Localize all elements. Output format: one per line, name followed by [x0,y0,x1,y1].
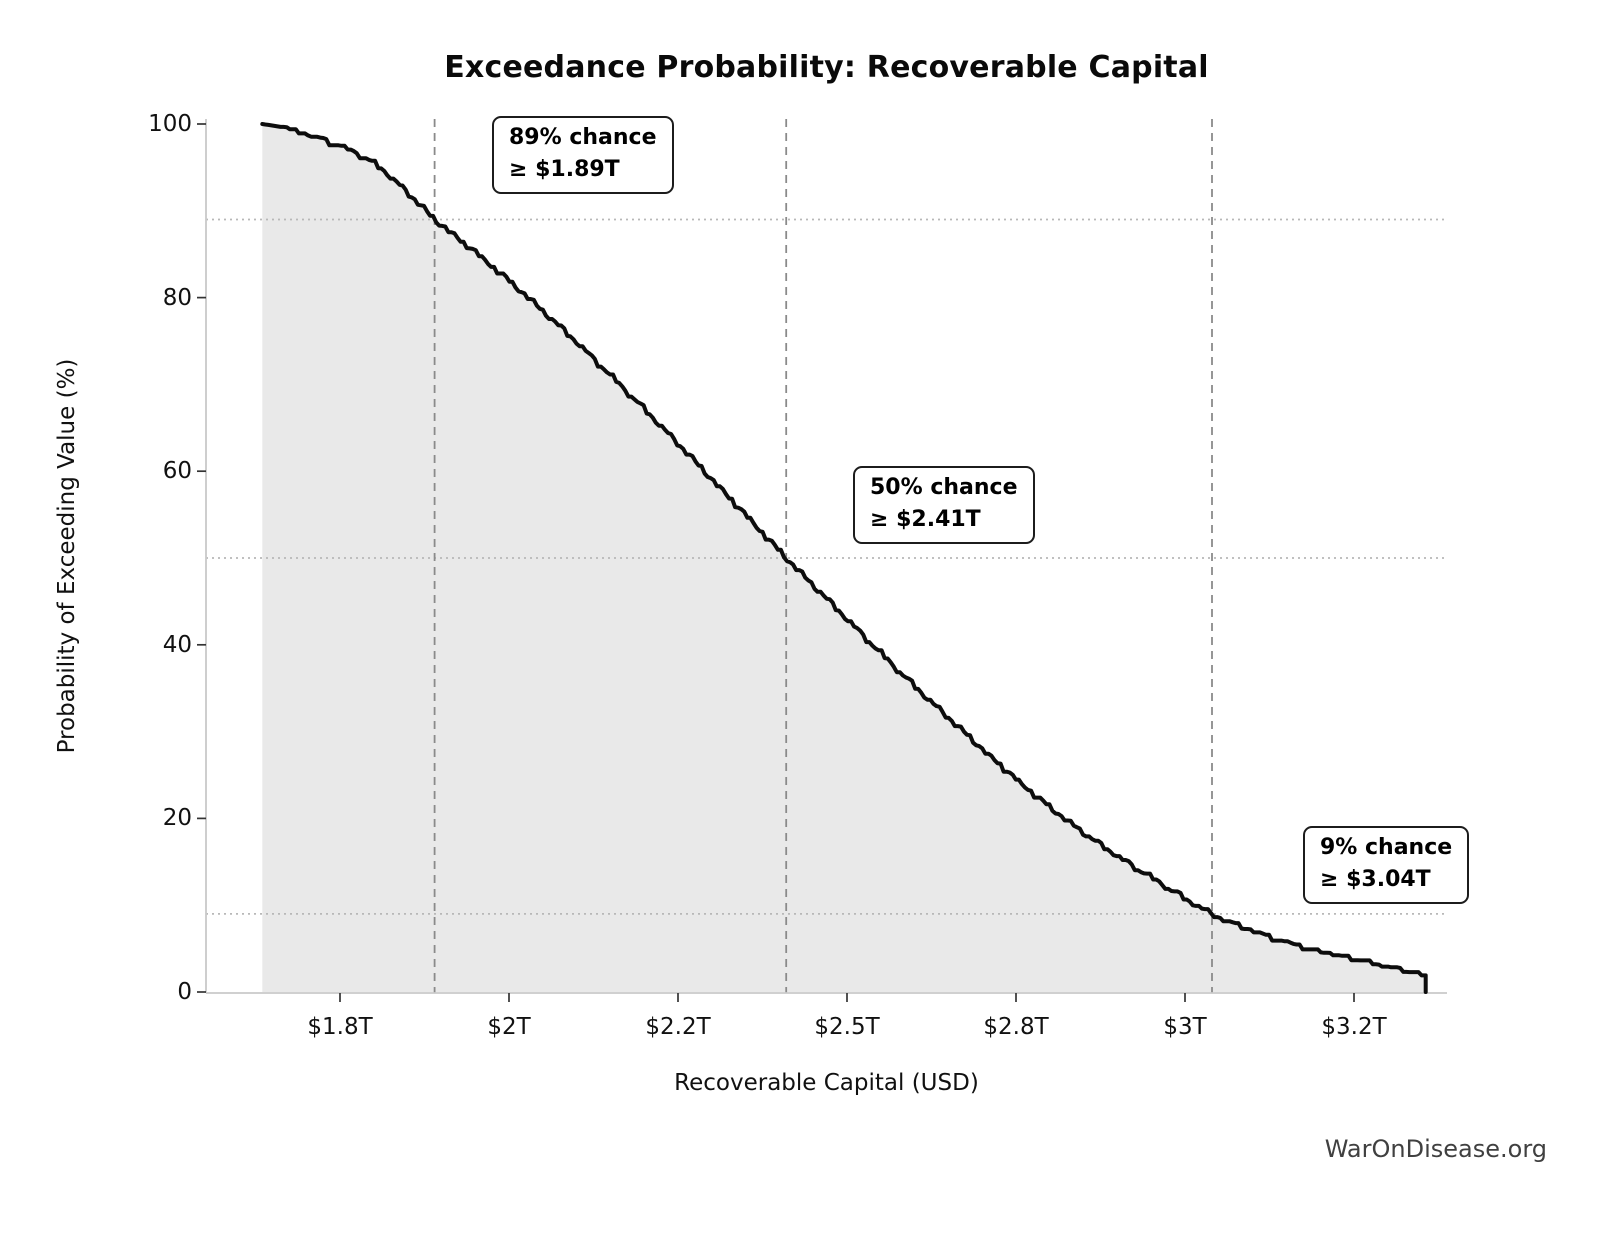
annotation-89pct-line2: ≥ $1.89T [509,157,620,182]
annotation-box-50pct: 50% chance ≥ $2.41T [853,466,1035,544]
x-tick-label: $2.8T [983,1014,1049,1040]
watermark: WarOnDisease.org [1324,1135,1547,1163]
y-tick-label: 20 [162,805,192,832]
x-tick-label: $3.2T [1321,1014,1387,1040]
y-tick-label: 80 [162,284,192,311]
exceedance-curve [260,122,1428,994]
x-tick-label: $2T [487,1014,531,1040]
y-tick-label: 40 [162,631,192,658]
annotation-9pct-line1: 9% chance [1320,835,1453,860]
annotation-box-89pct: 89% chance ≥ $1.89T [492,116,674,194]
chart-title: Exceedance Probability: Recoverable Capi… [444,50,1209,85]
x-axis-label: Recoverable Capital (USD) [674,1070,979,1096]
x-tick-label: $2.5T [814,1014,880,1040]
y-tick-label: 0 [177,979,192,1005]
y-tick-label: 100 [148,111,192,137]
annotation-50pct-line1: 50% chance [870,475,1018,500]
y-tick-label: 60 [162,458,192,485]
x-tick-label: $2.2T [645,1014,711,1040]
x-tick-label: $3T [1163,1014,1207,1040]
area-fill [262,124,1426,992]
y-axis-label: Probability of Exceeding Value (%) [54,358,80,754]
annotation-89pct-line1: 89% chance [509,125,657,150]
x-tick-label: $1.8T [307,1014,373,1040]
annotation-9pct-line2: ≥ $3.04T [1320,867,1431,892]
annotation-box-9pct: 9% chance ≥ $3.04T [1303,826,1470,904]
annotation-50pct-line2: ≥ $2.41T [870,507,981,532]
